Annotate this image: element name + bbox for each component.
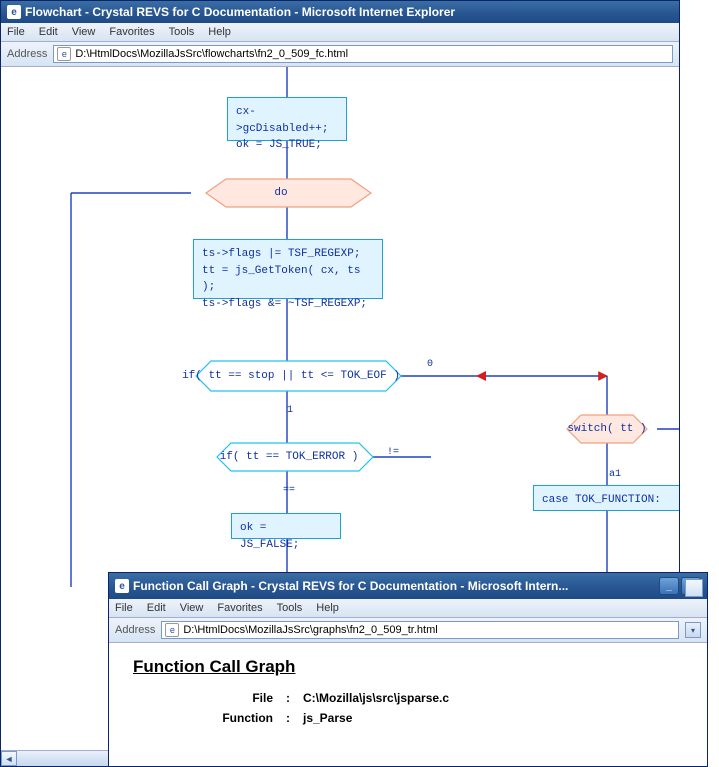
- address-bar: Address e D:\HtmlDocs\MozillaJsSrc\flowc…: [1, 42, 679, 67]
- menubar: File Edit View Favorites Tools Help: [109, 599, 707, 618]
- flow-node-ok-false: ok = JS_FALSE;: [231, 513, 341, 539]
- function-value: js_Parse: [303, 711, 352, 725]
- minimize-button[interactable]: _: [659, 577, 679, 595]
- menu-view[interactable]: View: [180, 602, 204, 614]
- edge-label-a1: a1: [609, 469, 621, 480]
- flow-node-gettoken: ts->flags |= TSF_REGEXP;tt = js_GetToken…: [193, 239, 383, 299]
- ie-icon: e: [115, 579, 129, 593]
- window-title: Function Call Graph - Crystal REVS for C…: [133, 579, 655, 593]
- menu-favorites[interactable]: Favorites: [217, 602, 262, 614]
- address-input[interactable]: e D:\HtmlDocs\MozillaJsSrc\flowcharts\fn…: [53, 45, 673, 63]
- ie-icon: e: [7, 5, 21, 19]
- titlebar[interactable]: e Function Call Graph - Crystal REVS for…: [109, 573, 707, 599]
- menu-favorites[interactable]: Favorites: [109, 26, 154, 38]
- address-label: Address: [115, 624, 155, 636]
- function-label: Function: [193, 711, 273, 725]
- address-bar: Address e D:\HtmlDocs\MozillaJsSrc\graph…: [109, 618, 707, 643]
- address-input[interactable]: e D:\HtmlDocs\MozillaJsSrc\graphs\fn2_0_…: [161, 621, 679, 639]
- edge-label-0: 0: [427, 359, 433, 370]
- edge-label-1: 1: [287, 405, 293, 416]
- file-row: File : C:\Mozilla\js\src\jsparse.c: [193, 691, 683, 705]
- secondary-window: e Function Call Graph - Crystal REVS for…: [108, 572, 708, 767]
- flow-node-case-func: case TOK_FUNCTION:: [533, 485, 679, 511]
- edge-label-ne: !=: [387, 447, 399, 458]
- go-button[interactable]: [685, 579, 703, 597]
- flow-node-if-error: if( tt == TOK_ERROR ): [205, 443, 373, 471]
- menu-edit[interactable]: Edit: [39, 26, 58, 38]
- menu-help[interactable]: Help: [208, 26, 231, 38]
- flow-node-if-stop: if( tt == stop || tt <= TOK_EOF ): [181, 361, 401, 391]
- menu-edit[interactable]: Edit: [147, 602, 166, 614]
- page-icon: e: [165, 623, 179, 637]
- document-body: Function Call Graph File : C:\Mozilla\js…: [109, 643, 707, 766]
- flowchart-svg: [1, 67, 679, 627]
- flow-node-do: do: [191, 179, 371, 207]
- file-label: File: [193, 691, 273, 705]
- address-text: D:\HtmlDocs\MozillaJsSrc\graphs\fn2_0_50…: [183, 624, 437, 636]
- menubar: File Edit View Favorites Tools Help: [1, 23, 679, 42]
- scroll-left-icon[interactable]: ◄: [1, 751, 17, 766]
- window-title: Flowchart - Crystal REVS for C Documenta…: [25, 5, 455, 19]
- address-text: D:\HtmlDocs\MozillaJsSrc\flowcharts\fn2_…: [75, 48, 348, 60]
- flow-node-init: cx->gcDisabled++;ok = JS_TRUE;: [227, 97, 347, 141]
- menu-help[interactable]: Help: [316, 602, 339, 614]
- edge-label-eq: ==: [283, 485, 295, 496]
- function-row: Function : js_Parse: [193, 711, 683, 725]
- address-dropdown-icon[interactable]: ▾: [685, 622, 701, 638]
- titlebar[interactable]: e Flowchart - Crystal REVS for C Documen…: [1, 1, 679, 23]
- file-value: C:\Mozilla\js\src\jsparse.c: [303, 691, 449, 705]
- menu-tools[interactable]: Tools: [169, 26, 195, 38]
- menu-file[interactable]: File: [7, 26, 25, 38]
- page-icon: e: [57, 47, 71, 61]
- menu-file[interactable]: File: [115, 602, 133, 614]
- page-title: Function Call Graph: [133, 657, 683, 677]
- menu-tools[interactable]: Tools: [277, 602, 303, 614]
- address-label: Address: [7, 48, 47, 60]
- menu-view[interactable]: View: [72, 26, 96, 38]
- flow-node-switch: switch( tt ): [557, 415, 657, 443]
